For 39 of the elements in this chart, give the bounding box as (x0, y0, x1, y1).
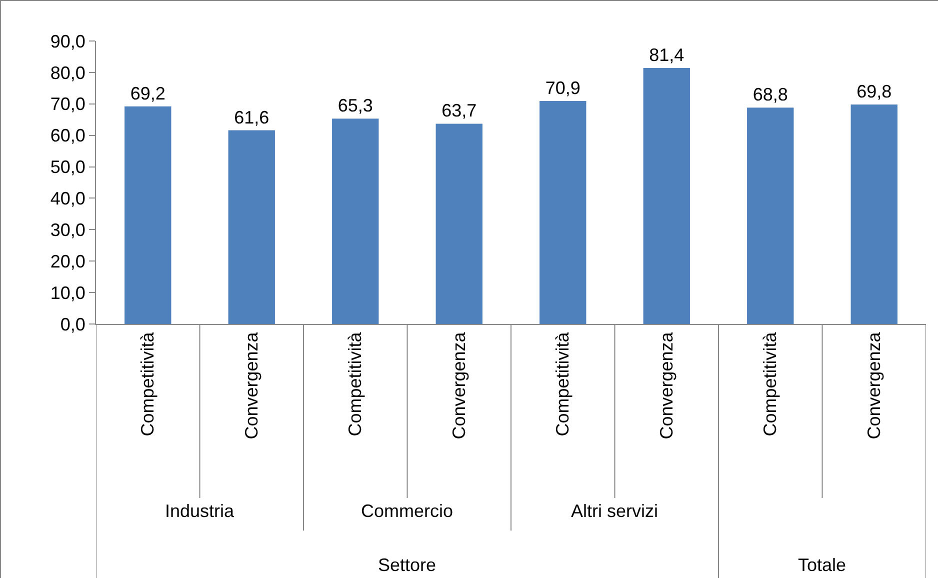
y-tick-label: 0,0 (60, 314, 86, 334)
data-label: 61,6 (234, 107, 270, 128)
bar (643, 68, 690, 324)
x-tick-label: Competitività (138, 331, 158, 436)
bar (228, 130, 275, 324)
bar (332, 118, 379, 324)
y-tick-label: 30,0 (50, 220, 86, 240)
bar (747, 108, 794, 324)
bar (850, 104, 898, 324)
y-tick-label: 60,0 (50, 126, 86, 146)
y-tick-label: 90,0 (50, 31, 86, 52)
y-tick-label: 20,0 (50, 251, 86, 272)
y-tick-label: 50,0 (50, 157, 86, 178)
x-tick-label: Convergenza (448, 331, 469, 440)
y-tick-label: 70,0 (50, 94, 86, 114)
text: Altri servizi (571, 501, 658, 521)
y-tick-label: 80,0 (50, 62, 86, 83)
x-tick-label: Convergenza (656, 331, 676, 440)
bar (436, 124, 482, 324)
data-label: 81,4 (649, 45, 684, 66)
data-label: 70,9 (545, 78, 580, 98)
data-label: 63,7 (442, 100, 477, 121)
data-label: 65,3 (338, 96, 373, 116)
x-tick-label: Convergenza (241, 331, 262, 440)
text: Settore (378, 555, 436, 575)
x-tick-label: Convergenza (864, 331, 884, 440)
data-label: 68,8 (752, 84, 788, 105)
bar (540, 101, 586, 324)
x-tick-label: Competitività (345, 331, 366, 436)
data-label: 69,8 (856, 82, 892, 102)
y-tick-label: 10,0 (50, 282, 86, 303)
x-tick-label: Competitività (760, 331, 780, 436)
text: Commercio (361, 501, 454, 521)
x-tick-label: Competitività (552, 331, 573, 436)
text: Industria (165, 501, 236, 521)
data-label: 69,2 (130, 83, 166, 104)
text: Totale (798, 555, 846, 575)
bar (124, 106, 172, 324)
y-tick-label: 40,0 (50, 188, 86, 209)
